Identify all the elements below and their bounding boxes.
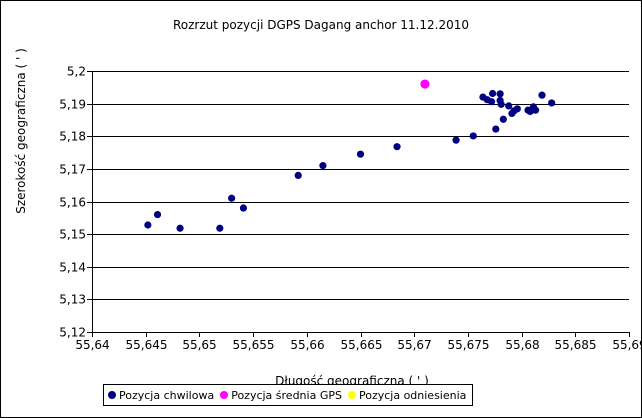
- axes: [87, 71, 630, 337]
- y-tick-label: 5,12: [59, 326, 86, 340]
- y-tick-label: 5,2: [67, 65, 86, 79]
- data-point-chwilowa: [356, 150, 365, 158]
- data-point-chwilowa: [492, 125, 500, 133]
- x-tick-label: 55,68: [505, 338, 539, 352]
- data-point-chwilowa: [294, 171, 302, 179]
- y-tick-label: 5,15: [59, 228, 86, 242]
- data-point-chwilowa: [496, 90, 504, 98]
- x-tick-label: 55,645: [126, 338, 168, 352]
- x-tick-label: 55,65: [182, 338, 216, 352]
- y-axis-label: Szerokość geograficzna ( ' ): [14, 48, 28, 214]
- data-point-chwilowa: [497, 100, 505, 108]
- legend-marker: [347, 391, 356, 399]
- data-point-chwilowa: [319, 162, 327, 170]
- legend-item: Pozycja odniesienia: [347, 388, 467, 402]
- legend-marker: [220, 391, 229, 399]
- data-point-chwilowa: [239, 204, 248, 212]
- x-tick-label: 55,665: [341, 338, 383, 352]
- data-point-chwilowa: [487, 98, 496, 106]
- data-point-chwilowa: [489, 89, 497, 98]
- x-tick-label: 55,675: [448, 338, 490, 352]
- data-point-chwilowa: [216, 224, 224, 232]
- x-tick-label: 55,655: [233, 338, 275, 352]
- y-tick-label: 5,16: [59, 196, 86, 210]
- x-tick-label: 55,685: [555, 338, 597, 352]
- legend-label: Pozycja średnia GPS: [231, 388, 342, 402]
- y-tick-label: 5,19: [59, 98, 86, 112]
- x-tick-label: 55,69: [612, 338, 641, 352]
- x-tick-labels: 55,64 55,645 55,65 55,655 55,66 55,665 55,67 55…: [75, 338, 641, 352]
- x-tick-label: 55,64: [75, 338, 109, 352]
- data-point-chwilowa: [144, 221, 152, 229]
- y-tick-label: 5,18: [59, 130, 86, 144]
- data-point-chwilowa: [153, 210, 162, 219]
- legend: Pozycja chwilowa Pozycja średnia GPS Pozyc…: [103, 384, 474, 406]
- data-point-chwilowa: [452, 136, 460, 144]
- data-point-chwilowa: [228, 194, 236, 202]
- data-point-chwilowa: [393, 143, 401, 151]
- x-tick-label: 55,66: [290, 338, 324, 352]
- data-point-chwilowa: [513, 105, 521, 113]
- chart-title: Rozrzut pozycji DGPS Dagang anchor 11.12…: [173, 18, 469, 32]
- data-point-chwilowa: [505, 102, 513, 110]
- y-tick-label: 5,14: [59, 261, 86, 275]
- legend-item: Pozycja średnia GPS: [220, 389, 342, 402]
- data-point-chwilowa: [531, 106, 540, 114]
- y-tick-label: 5,17: [59, 163, 86, 177]
- data-point-chwilowa: [469, 132, 477, 140]
- data-points: [144, 79, 556, 232]
- data-point-chwilowa: [176, 224, 184, 232]
- y-tick-label: 5,13: [59, 293, 86, 307]
- legend-marker: [108, 391, 116, 399]
- x-tick-label: 55,67: [397, 338, 431, 352]
- legend-label: Pozycja odniesienia: [358, 388, 467, 402]
- gridlines: [92, 71, 629, 300]
- data-point-srednia: [420, 79, 430, 89]
- data-point-chwilowa: [538, 91, 546, 99]
- legend-label: Pozycja chwilowa: [119, 388, 215, 402]
- y-tick-labels: 5,12 5,13 5,14 5,15 5,16 5,17 5,18 5,19 5,2: [59, 65, 86, 340]
- data-point-chwilowa: [499, 115, 507, 123]
- legend-item: Pozycja chwilowa: [108, 389, 214, 402]
- data-point-chwilowa: [548, 99, 556, 107]
